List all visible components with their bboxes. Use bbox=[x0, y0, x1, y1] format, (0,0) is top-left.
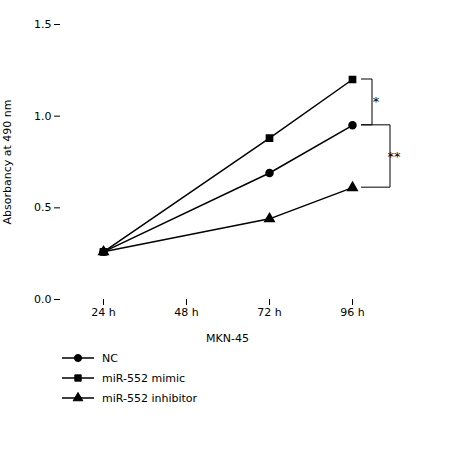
svg-text:1.5: 1.5 bbox=[34, 18, 52, 31]
svg-text:0.0: 0.0 bbox=[34, 293, 52, 306]
svg-text:96 h: 96 h bbox=[340, 306, 364, 319]
svg-text:*: * bbox=[373, 94, 380, 109]
html-text:miR-552 mimic: miR-552 mimic bbox=[102, 371, 185, 385]
svg-text:**: ** bbox=[388, 149, 402, 164]
svg-text:1.0: 1.0 bbox=[34, 110, 52, 123]
svg-text:24 h: 24 h bbox=[91, 306, 115, 319]
html-text:NC: NC bbox=[102, 351, 118, 365]
svg-text:72 h: 72 h bbox=[257, 306, 281, 319]
html-text:miR-552 inhibitor: miR-552 inhibitor bbox=[102, 391, 198, 405]
svg-text:Absorbancy at 490 nm: Absorbancy at 490 nm bbox=[1, 100, 14, 225]
svg-text:0.5: 0.5 bbox=[34, 201, 52, 214]
svg-text:MKN-45: MKN-45 bbox=[206, 332, 249, 345]
svg-text:48 h: 48 h bbox=[174, 306, 198, 319]
